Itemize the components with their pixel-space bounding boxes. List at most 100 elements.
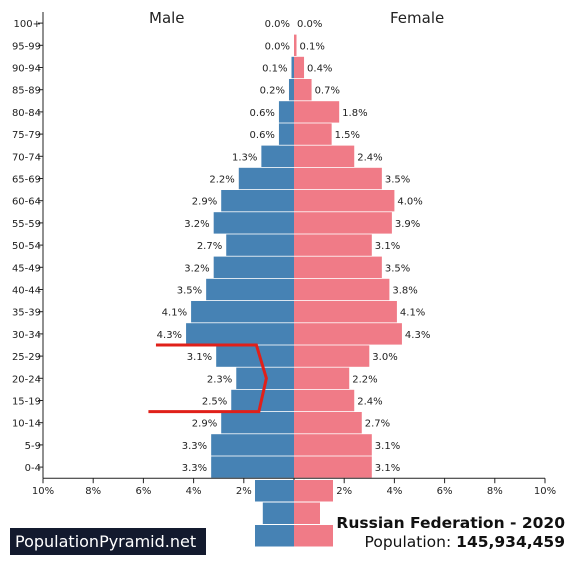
value-labels: 0.0% 0.0% 0.0% 0.1% 0.1% 0.4% 0.2% 0.7% 0.6% 1.8%… <box>157 19 431 474</box>
male-value-label: 2.3% <box>207 374 232 385</box>
female-bar-0-4 <box>294 456 372 478</box>
age-group-label: 70-74 <box>12 152 41 163</box>
female-bar-75-79 <box>294 123 332 145</box>
female-value-label: 0.7% <box>315 86 340 97</box>
female-bar-40-44 <box>294 278 390 301</box>
male-bar-80-84 <box>278 101 294 123</box>
x-tick-label: 8% <box>85 486 101 497</box>
female-bar-65-69 <box>294 167 382 190</box>
age-group-label: 25-29 <box>12 352 41 363</box>
female-value-label: 3.9% <box>395 219 420 230</box>
female-value-label: 4.3% <box>405 330 430 341</box>
population-text: Population: 145,934,459 <box>365 533 565 551</box>
pyramid-logo-icon <box>255 480 333 547</box>
brand-link[interactable]: PopulationPyramid.net <box>10 528 206 555</box>
male-value-label: 0.2% <box>260 86 285 97</box>
female-bar-60-64 <box>294 190 395 212</box>
female-value-label: 4.0% <box>397 197 422 208</box>
age-group-label: 90-94 <box>12 64 41 75</box>
female-bar-25-29 <box>294 345 370 367</box>
male-bar-30-34 <box>186 323 294 345</box>
population-value: 145,934,459 <box>456 533 565 551</box>
x-tick-label: 2% <box>336 486 352 497</box>
age-group-label: 65-69 <box>12 175 41 186</box>
female-bar-15-19 <box>294 389 355 412</box>
age-group-label: 95-99 <box>12 41 41 52</box>
y-axis: 100+ 95-99 90-94 85-89 80-84 75-79 70-74 65-69 6… <box>12 12 44 479</box>
age-group-label: 15-19 <box>12 397 41 408</box>
logo-female-bar <box>294 480 333 502</box>
annotation-line <box>148 343 268 414</box>
x-tick-label: 4% <box>186 486 202 497</box>
logo-male-bar <box>262 502 294 524</box>
female-bar-70-74 <box>294 145 355 167</box>
male-bars <box>186 56 294 478</box>
male-value-label: 0.1% <box>262 64 287 75</box>
age-group-label: 75-79 <box>12 130 41 141</box>
female-bar-50-54 <box>294 234 372 256</box>
male-value-label: 3.2% <box>184 219 209 230</box>
age-group-label: 50-54 <box>12 241 41 252</box>
female-value-label: 1.5% <box>335 130 360 141</box>
age-group-label: 80-84 <box>12 108 41 119</box>
female-bar-45-49 <box>294 256 382 278</box>
x-tick-label: 10% <box>32 486 54 497</box>
female-bar-5-9 <box>294 434 372 456</box>
female-bar-90-94 <box>294 56 305 79</box>
female-value-label: 3.0% <box>372 352 397 363</box>
male-value-label: 3.2% <box>184 263 209 274</box>
age-group-label: 5-9 <box>25 441 41 452</box>
male-value-label: 3.3% <box>182 463 207 474</box>
male-value-label: 2.9% <box>192 197 217 208</box>
logo-female-bar <box>294 525 333 547</box>
female-value-label: 2.7% <box>365 419 390 430</box>
x-tick-label: 10% <box>534 486 556 497</box>
annotation-group <box>148 343 268 414</box>
male-value-label: 2.2% <box>209 175 234 186</box>
male-value-label: 3.1% <box>187 352 212 363</box>
male-value-label: 0.0% <box>265 41 290 52</box>
female-value-label: 0.0% <box>297 19 322 30</box>
male-value-label: 2.7% <box>197 241 222 252</box>
female-value-label: 1.8% <box>342 108 367 119</box>
female-value-label: 3.1% <box>375 241 400 252</box>
male-bar-40-44 <box>206 278 294 301</box>
male-bar-90-94 <box>291 56 294 79</box>
male-value-label: 1.3% <box>232 152 257 163</box>
age-group-label: 100+ <box>14 19 41 30</box>
female-value-label: 0.1% <box>300 41 325 52</box>
female-bars <box>294 34 402 478</box>
male-value-label: 0.0% <box>265 19 290 30</box>
female-value-label: 3.8% <box>392 286 417 297</box>
female-bar-35-39 <box>294 301 397 323</box>
female-bar-30-34 <box>294 323 402 345</box>
male-bar-35-39 <box>191 301 294 323</box>
male-heading: Male <box>149 9 185 27</box>
female-value-label: 3.5% <box>385 175 410 186</box>
male-value-label: 3.3% <box>182 441 207 452</box>
age-group-label: 0-4 <box>25 463 41 474</box>
female-value-label: 0.4% <box>307 64 332 75</box>
male-value-label: 2.5% <box>202 397 227 408</box>
male-bar-65-69 <box>238 167 294 190</box>
age-group-label: 30-34 <box>12 330 41 341</box>
male-bar-0-4 <box>211 456 294 478</box>
population-label: Population: <box>364 533 452 551</box>
age-group-label: 20-24 <box>12 374 41 385</box>
age-group-label: 45-49 <box>12 263 41 274</box>
male-bar-5-9 <box>211 434 294 456</box>
age-group-label: 40-44 <box>12 286 41 297</box>
age-group-label: 10-14 <box>12 419 41 430</box>
female-value-label: 4.1% <box>400 308 425 319</box>
x-tick-label: 8% <box>487 486 503 497</box>
chart-title: Russian Federation - 2020 <box>336 514 565 532</box>
male-bar-70-74 <box>261 145 294 167</box>
male-bar-60-64 <box>221 190 294 212</box>
male-bar-45-49 <box>213 256 294 278</box>
logo-female-bar <box>294 502 320 524</box>
male-value-label: 3.5% <box>177 286 202 297</box>
male-bar-85-89 <box>288 79 294 101</box>
age-group-label: 55-59 <box>12 219 41 230</box>
x-tick-label: 6% <box>437 486 453 497</box>
